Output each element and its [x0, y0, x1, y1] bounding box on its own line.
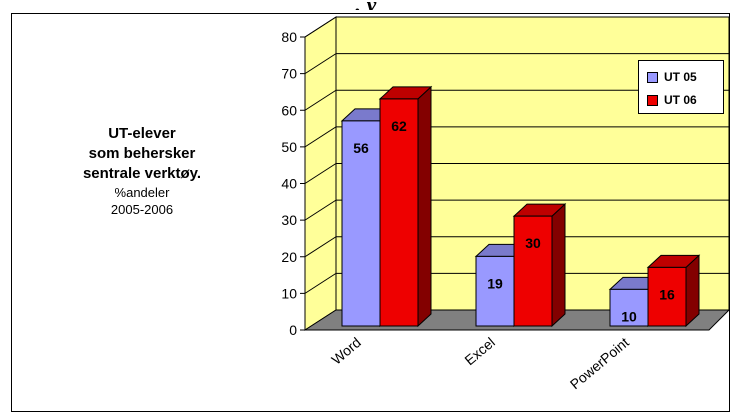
bar-powerpoint-ut06: 16: [646, 254, 701, 328]
y-tick-label: 10: [281, 285, 297, 301]
gridline-side: [304, 272, 337, 294]
subtitle-line-1: %andeler: [114, 185, 170, 200]
bar-data-label: 19: [487, 275, 503, 291]
title-line-1: UT-elever: [108, 125, 176, 142]
y-axis: 0 10 20 30 40 50 60 70 80: [281, 29, 306, 338]
y-tick-label: 60: [281, 102, 297, 118]
legend-label-ut05: UT 05: [664, 70, 697, 84]
gridline-side: [304, 236, 337, 258]
bar-side: [417, 85, 432, 328]
title-line-3: sentrale verktøy.: [82, 165, 202, 182]
legend-swatch-ut06: [647, 94, 658, 106]
y-tick-label: 50: [281, 139, 297, 155]
gridline-side: [304, 126, 337, 148]
bar-data-label: 10: [621, 308, 637, 324]
x-tick-label: Word: [328, 334, 364, 368]
gridline-side: [304, 163, 337, 184]
legend-item-ut06: UT 06: [647, 92, 697, 108]
gridline-side: [304, 199, 337, 221]
bar-front: [513, 215, 553, 327]
gridline-side: [304, 89, 337, 111]
gridline-side: [304, 53, 337, 75]
bar-front: [609, 288, 649, 327]
gridline-side: [304, 16, 337, 38]
chart-bars: 56 62 19 30 10 16: [340, 85, 701, 328]
bar-front: [379, 98, 419, 327]
chart-frame: 0 10 20 30 40 50 60 70 80 56 62 19 30 10 16 Word Excel…: [11, 13, 730, 412]
bar-front: [475, 255, 515, 327]
subtitle-line-2: 2005-2006: [110, 202, 174, 217]
bar-data-label: 56: [353, 140, 369, 156]
chart-title: UT-elever som behersker sentrale verktøy…: [42, 124, 242, 218]
header-fragment: , y: [0, 0, 732, 10]
legend-item-ut05: UT 05: [647, 69, 697, 85]
x-tick-label: PowerPoint: [567, 334, 632, 392]
legend-swatch-ut05: [647, 71, 658, 83]
y-tick-label: 0: [289, 322, 297, 338]
bar-data-label: 16: [659, 286, 675, 302]
bar-data-label: 62: [391, 118, 407, 134]
legend-label-ut06: UT 06: [664, 93, 697, 107]
y-tick-label: 70: [281, 66, 297, 82]
bar-front: [341, 120, 381, 327]
y-tick-label: 30: [281, 212, 297, 228]
bar-side: [551, 202, 566, 328]
x-tick-label: Excel: [461, 334, 498, 368]
y-tick-label: 40: [281, 176, 297, 192]
chart-legend: UT 05 UT 06: [638, 60, 724, 114]
bar-front: [647, 266, 687, 327]
chart-canvas: 0 10 20 30 40 50 60 70 80 56 62 19 30 10 16 Word Excel…: [281, 16, 729, 392]
title-line-2: som behersker: [88, 145, 196, 162]
y-tick-label: 20: [281, 249, 297, 265]
bar-data-label: 30: [525, 235, 541, 251]
y-tick-label: 80: [281, 29, 297, 45]
bar-word-ut06: 62: [378, 85, 433, 328]
x-axis-labels: Word Excel PowerPoint: [328, 334, 632, 392]
bar-excel-ut06: 30: [512, 202, 567, 328]
